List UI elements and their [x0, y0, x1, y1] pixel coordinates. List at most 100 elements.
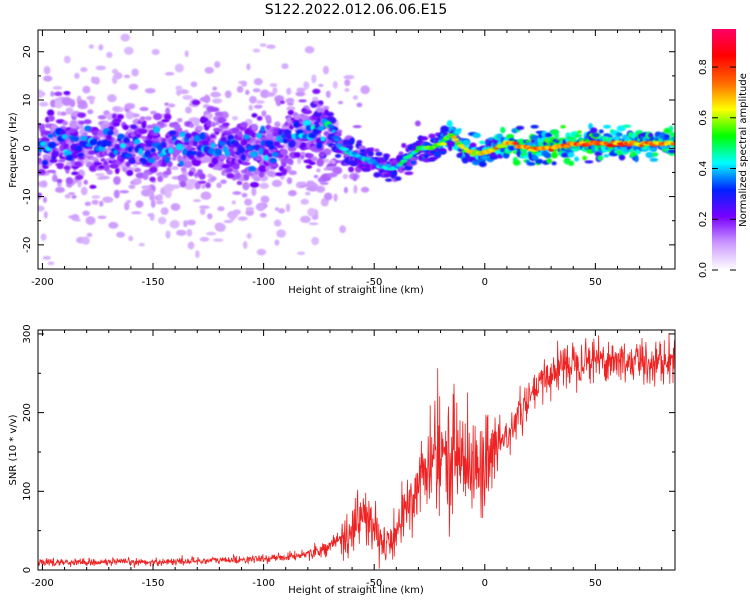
heatmap-cell — [512, 159, 521, 166]
colorbar-tick-label: 0.8 — [698, 59, 709, 75]
heatmap-cell — [178, 160, 184, 167]
heatmap-cell — [259, 212, 267, 218]
y-tick-label: 300 — [22, 324, 33, 343]
heatmap-cell — [127, 128, 134, 134]
heatmap-cell — [298, 99, 307, 103]
heatmap-cell — [281, 63, 289, 70]
heatmap-cell — [54, 91, 63, 97]
heatmap-cell — [670, 142, 675, 146]
heatmap-cell — [65, 177, 73, 185]
heatmap-cell — [356, 102, 363, 108]
heatmap-cell — [89, 185, 97, 189]
heatmap-cell — [188, 170, 194, 177]
colorbar-tick-label: 0.2 — [698, 211, 709, 227]
heatmap-cell — [343, 75, 355, 80]
heatmap-cell — [164, 72, 175, 76]
heatmap-cell — [210, 142, 216, 149]
heatmap-cell — [224, 150, 231, 157]
heatmap-cell — [52, 174, 58, 182]
heatmap-cell — [193, 118, 200, 127]
heatmap-cell — [261, 110, 267, 117]
heatmap-cell — [164, 102, 169, 106]
heatmap-cell — [478, 161, 487, 168]
heatmap-cell — [192, 159, 202, 167]
heatmap-cell — [326, 111, 334, 117]
heatmap-cell — [64, 194, 71, 199]
heatmap-cell — [56, 111, 62, 116]
heatmap-cell — [212, 107, 220, 112]
heatmap-cell — [246, 232, 252, 239]
heatmap-cell — [352, 125, 362, 129]
heatmap-cell — [252, 48, 261, 53]
x-tick-label: 50 — [589, 578, 602, 589]
heatmap-cell — [260, 125, 266, 133]
heatmap-cell — [255, 100, 265, 104]
heatmap-cell — [77, 112, 87, 118]
heatmap-cell — [38, 123, 46, 130]
heatmap-cell — [188, 123, 195, 128]
heatmap-cell — [256, 115, 263, 121]
heatmap-cell — [316, 168, 321, 173]
heatmap-cell — [191, 99, 201, 106]
heatmap-cell — [286, 116, 293, 122]
heatmap-cell — [281, 168, 288, 176]
heatmap-cell — [271, 152, 279, 158]
heatmap-cell — [545, 132, 553, 138]
heatmap-cell — [132, 177, 142, 185]
heatmap-cell — [39, 141, 47, 147]
heatmap-cell — [42, 255, 51, 260]
heatmap-cell — [251, 113, 258, 118]
heatmap-cell — [56, 163, 64, 170]
heatmap-cell — [195, 250, 200, 258]
heatmap-cell — [315, 185, 326, 193]
heatmap-cell — [259, 160, 264, 167]
heatmap-cell — [250, 123, 259, 131]
heatmap-cell — [592, 132, 600, 138]
heatmap-cell — [68, 192, 76, 196]
heatmap-cell — [40, 180, 48, 188]
heatmap-cell — [157, 216, 167, 225]
heatmap-cell — [374, 148, 380, 153]
heatmap-cell — [356, 140, 363, 144]
heatmap-cell — [90, 76, 97, 84]
heatmap-cell — [185, 132, 192, 139]
snr-y-axis-label: SNR (10 * v/v) — [8, 414, 19, 485]
heatmap-cell — [95, 65, 106, 71]
snr-y-ticks: 0 100 200 300 — [22, 324, 675, 573]
heatmap-cell — [92, 138, 98, 145]
heatmap-cell — [312, 88, 321, 94]
y-tick-label: 200 — [22, 403, 33, 422]
heatmap-cell — [149, 193, 155, 202]
x-tick-label: -150 — [142, 578, 165, 589]
heatmap-cell — [401, 142, 407, 148]
heatmap-cell — [649, 157, 659, 162]
heatmap-cell — [311, 236, 320, 246]
heatmap-cell — [306, 153, 314, 159]
heatmap-cell — [232, 191, 242, 195]
heatmap-cell — [450, 135, 457, 139]
heatmap-cell — [310, 156, 318, 162]
heatmap-cell — [650, 147, 657, 152]
heatmap-cell — [66, 154, 74, 161]
heatmap-cell — [214, 148, 223, 156]
heatmap-cell — [248, 104, 253, 111]
heatmap-cell — [175, 229, 187, 236]
heatmap-cell — [229, 213, 235, 222]
heatmap-cell — [613, 146, 619, 150]
heatmap-cell — [130, 124, 137, 130]
heatmap-cell — [215, 223, 226, 232]
x-tick-label: -100 — [252, 277, 275, 288]
heatmap-cell — [60, 111, 67, 116]
heatmap-cell — [63, 91, 71, 95]
heatmap-cell — [414, 120, 421, 127]
heatmap-cell — [113, 189, 120, 199]
heatmap-cell — [218, 154, 227, 160]
heatmap-cell — [175, 85, 183, 91]
heatmap-cell — [269, 83, 278, 88]
heatmap-cell — [285, 203, 291, 213]
heatmap-cell — [38, 205, 45, 212]
heatmap-cell — [241, 81, 247, 87]
heatmap-cell — [70, 143, 77, 151]
heatmap-cell — [353, 184, 358, 194]
heatmap-cell — [584, 160, 594, 164]
